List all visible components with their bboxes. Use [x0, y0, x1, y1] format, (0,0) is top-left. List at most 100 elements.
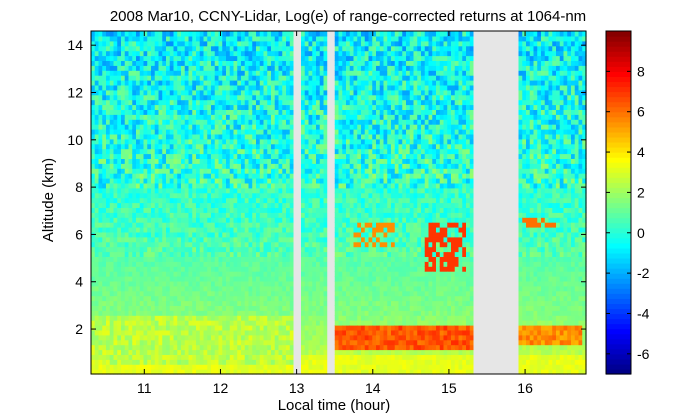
heatmap-cell: [259, 35, 265, 42]
heatmap-cell: [199, 104, 205, 110]
heatmap-cell: [124, 50, 130, 57]
heatmap-cell: [109, 276, 115, 282]
heatmap-cell: [274, 35, 280, 42]
heatmap-cell: [323, 173, 328, 179]
heatmap-cell: [304, 222, 310, 228]
heatmap-cell: [301, 202, 306, 208]
heatmap-cell: [132, 163, 137, 169]
heatmap-cell: [259, 349, 265, 355]
heatmap-cell: [248, 359, 253, 365]
heatmap-cell: [106, 222, 111, 228]
heatmap-cell: [252, 217, 257, 223]
heatmap-cell: [106, 266, 111, 272]
heatmap-cell: [117, 227, 122, 233]
heatmap-cell: [349, 138, 355, 145]
heatmap-cell: [368, 94, 373, 101]
heatmap-cell: [338, 261, 343, 267]
heatmap-cell: [342, 178, 347, 184]
heatmap-cell: [353, 320, 358, 326]
heatmap-cell: [139, 133, 145, 140]
heatmap-cell: [267, 55, 272, 61]
heatmap-cell: [211, 290, 216, 297]
heatmap-cell: [139, 178, 145, 184]
heatmap-cell: [128, 251, 133, 257]
heatmap-cell: [158, 276, 163, 282]
heatmap-cell: [349, 256, 355, 262]
heatmap-cell: [154, 251, 160, 257]
heatmap-cell: [177, 256, 182, 262]
heatmap-cell: [308, 315, 313, 321]
heatmap-cell: [338, 305, 343, 311]
heatmap-cell: [361, 60, 366, 66]
heatmap-cell: [188, 329, 193, 336]
heatmap-cell: [121, 65, 126, 71]
heatmap-cell: [271, 187, 276, 194]
heatmap-cell: [154, 305, 160, 311]
heatmap-cell: [94, 35, 100, 42]
no-data-column: [293, 31, 298, 374]
heatmap-cell: [91, 119, 96, 125]
heatmap-cell: [207, 285, 212, 292]
heatmap-cell: [132, 31, 137, 37]
heatmap-cell: [372, 280, 377, 287]
heatmap-cell: [147, 227, 152, 233]
heatmap-cell: [237, 153, 242, 159]
heatmap-cell: [319, 285, 325, 292]
heatmap-cell: [94, 364, 100, 370]
heatmap-cell: [364, 359, 370, 365]
heatmap-cell: [304, 315, 310, 321]
heatmap-cell: [117, 168, 122, 174]
heatmap-cell: [192, 246, 197, 253]
heatmap-cell: [289, 202, 295, 208]
heatmap-cell: [353, 339, 358, 346]
heatmap-cell: [271, 285, 276, 292]
heatmap-cell: [282, 359, 287, 365]
heatmap-cell: [117, 99, 122, 106]
heatmap-cell: [263, 173, 268, 179]
heatmap-cell: [286, 80, 291, 86]
heatmap-cell: [207, 231, 212, 238]
heatmap-cell: [237, 35, 242, 42]
heatmap-cell: [143, 285, 148, 292]
heatmap-cell: [364, 300, 370, 306]
heatmap-cell: [158, 173, 163, 179]
heatmap-cell: [214, 276, 220, 282]
heatmap-cell: [361, 158, 366, 164]
heatmap-cell: [113, 99, 118, 106]
heatmap-cell: [113, 207, 118, 213]
heatmap-cell: [334, 148, 340, 155]
heatmap-cell: [244, 94, 250, 101]
heatmap-cell: [203, 80, 208, 86]
heatmap-cell: [124, 55, 130, 61]
heatmap-cell: [154, 217, 160, 223]
heatmap-cell: [357, 320, 362, 326]
heatmap-cell: [106, 89, 111, 96]
heatmap-cell: [132, 295, 137, 302]
heatmap-cell: [289, 197, 295, 204]
heatmap-cell: [121, 290, 126, 297]
heatmap-cell: [241, 364, 246, 370]
heatmap-cell: [136, 295, 141, 302]
heatmap-cell: [274, 290, 280, 297]
heatmap-cell: [316, 197, 321, 204]
heatmap-cell: [94, 94, 100, 101]
heatmap-cell: [188, 80, 193, 86]
heatmap-cell: [109, 80, 115, 86]
heatmap-cell: [259, 109, 265, 115]
heatmap-cell: [323, 50, 328, 57]
heatmap-cell: [229, 31, 235, 37]
heatmap-cell: [237, 80, 242, 86]
heatmap-cell: [316, 349, 321, 355]
heatmap-cell: [319, 310, 325, 316]
heatmap-cell: [342, 222, 347, 228]
heatmap-cell: [226, 173, 231, 179]
heatmap-cell: [267, 251, 272, 257]
heatmap-cell: [274, 207, 280, 213]
heatmap-cell: [158, 202, 163, 208]
heatmap-cell: [289, 329, 295, 336]
heatmap-cell: [132, 104, 137, 110]
heatmap-cell: [98, 236, 103, 243]
heatmap-cell: [282, 124, 287, 130]
heatmap-cell: [229, 369, 235, 375]
heatmap-cell: [102, 133, 107, 140]
